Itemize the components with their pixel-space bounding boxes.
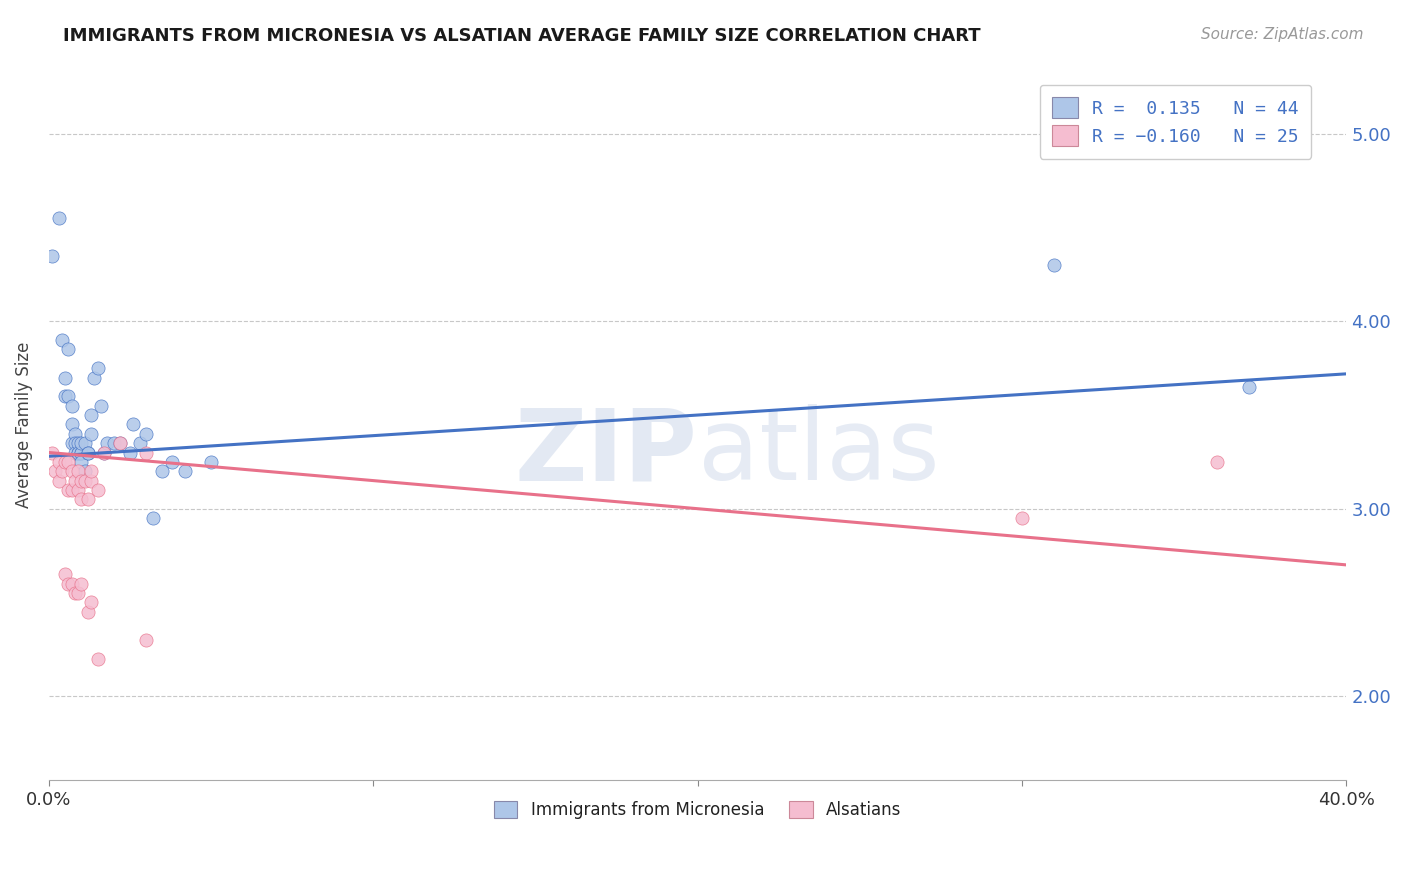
Text: atlas: atlas xyxy=(697,404,939,501)
Point xyxy=(51,464,73,478)
Text: IMMIGRANTS FROM MICRONESIA VS ALSATIAN AVERAGE FAMILY SIZE CORRELATION CHART: IMMIGRANTS FROM MICRONESIA VS ALSATIAN A… xyxy=(63,27,981,45)
Point xyxy=(70,455,93,469)
Point xyxy=(60,417,83,432)
Point xyxy=(73,464,96,478)
Point xyxy=(122,417,145,432)
Point xyxy=(77,445,100,459)
Point xyxy=(63,474,86,488)
Point xyxy=(60,576,83,591)
Point xyxy=(67,445,90,459)
Point xyxy=(67,586,90,600)
Point xyxy=(60,436,83,450)
Point xyxy=(58,343,80,357)
Point xyxy=(67,436,90,450)
Text: ZIP: ZIP xyxy=(515,404,697,501)
Point xyxy=(67,464,90,478)
Point xyxy=(51,333,73,347)
Point xyxy=(96,436,118,450)
Point xyxy=(1205,455,1227,469)
Point xyxy=(152,464,174,478)
Point xyxy=(93,445,115,459)
Point xyxy=(58,483,80,497)
Point xyxy=(70,445,93,459)
Point xyxy=(70,576,93,591)
Point xyxy=(135,445,157,459)
Point xyxy=(41,249,63,263)
Point xyxy=(90,399,112,413)
Point xyxy=(58,576,80,591)
Point xyxy=(73,436,96,450)
Point xyxy=(80,426,103,441)
Point xyxy=(60,483,83,497)
Point xyxy=(70,474,93,488)
Point xyxy=(67,445,90,459)
Point xyxy=(120,445,142,459)
Point xyxy=(142,511,165,525)
Point xyxy=(200,455,222,469)
Point xyxy=(77,605,100,619)
Point xyxy=(63,436,86,450)
Point xyxy=(58,455,80,469)
Point xyxy=(86,651,108,665)
Point xyxy=(60,399,83,413)
Point xyxy=(53,370,76,384)
Point xyxy=(73,474,96,488)
Point xyxy=(48,474,70,488)
Point xyxy=(70,492,93,507)
Y-axis label: Average Family Size: Average Family Size xyxy=(15,342,32,508)
Text: Source: ZipAtlas.com: Source: ZipAtlas.com xyxy=(1201,27,1364,42)
Point xyxy=(53,455,76,469)
Point xyxy=(80,474,103,488)
Legend: Immigrants from Micronesia, Alsatians: Immigrants from Micronesia, Alsatians xyxy=(488,794,908,825)
Point xyxy=(70,445,93,459)
Point xyxy=(53,567,76,582)
Point xyxy=(60,464,83,478)
Point xyxy=(63,445,86,459)
Point xyxy=(1043,258,1066,272)
Point xyxy=(1237,380,1260,394)
Point xyxy=(1011,511,1033,525)
Point xyxy=(80,464,103,478)
Point xyxy=(48,455,70,469)
Point xyxy=(135,426,157,441)
Point xyxy=(70,436,93,450)
Point xyxy=(41,445,63,459)
Point xyxy=(77,492,100,507)
Point xyxy=(67,483,90,497)
Point xyxy=(63,426,86,441)
Point xyxy=(48,211,70,226)
Point xyxy=(93,445,115,459)
Point xyxy=(44,464,66,478)
Point xyxy=(58,389,80,403)
Point xyxy=(53,389,76,403)
Point xyxy=(174,464,197,478)
Point xyxy=(110,436,132,450)
Point xyxy=(135,632,157,647)
Point xyxy=(83,370,105,384)
Point xyxy=(160,455,183,469)
Point xyxy=(77,445,100,459)
Point xyxy=(103,436,125,450)
Point xyxy=(86,361,108,376)
Point xyxy=(63,586,86,600)
Point xyxy=(110,436,132,450)
Point xyxy=(80,408,103,422)
Point xyxy=(86,483,108,497)
Point xyxy=(128,436,150,450)
Point xyxy=(80,595,103,609)
